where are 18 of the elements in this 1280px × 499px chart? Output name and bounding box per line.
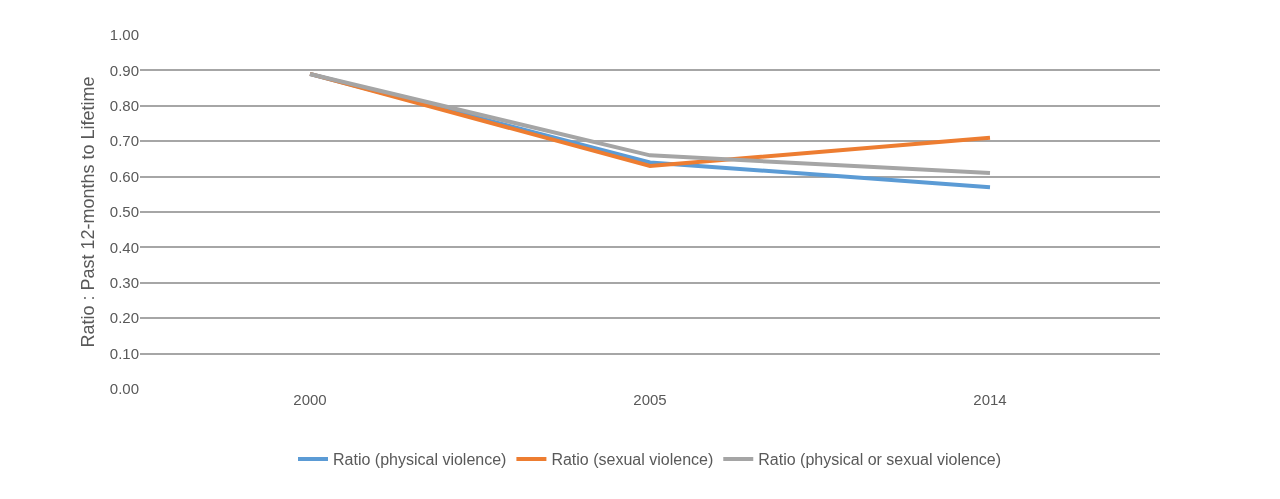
legend-label: Ratio (sexual violence)	[551, 451, 714, 469]
y-axis-title: Ratio : Past 12-months to Lifetime	[78, 76, 98, 348]
y-tick-label: 0.70	[109, 132, 139, 150]
y-tick-label: 0.10	[109, 344, 139, 362]
y-tick-label: 0.90	[109, 61, 139, 79]
x-tick-label: 2000	[293, 391, 327, 408]
y-tick-label: 0.00	[109, 380, 139, 398]
x-tick-label: 2005	[633, 391, 667, 408]
y-tick-label: 0.40	[109, 238, 139, 256]
legend-label: Ratio (physical or sexual violence)	[758, 451, 1002, 469]
x-tick-label: 2014	[973, 391, 1007, 408]
y-tick-label: 0.50	[109, 203, 139, 221]
y-tick-label: 0.80	[109, 97, 139, 115]
y-tick-label: 0.30	[109, 274, 139, 292]
y-tick-label: 0.60	[109, 167, 139, 185]
legend-label: Ratio (physical violence)	[333, 451, 507, 469]
y-tick-label: 0.20	[109, 309, 139, 327]
y-tick-label: 1.00	[109, 26, 139, 44]
